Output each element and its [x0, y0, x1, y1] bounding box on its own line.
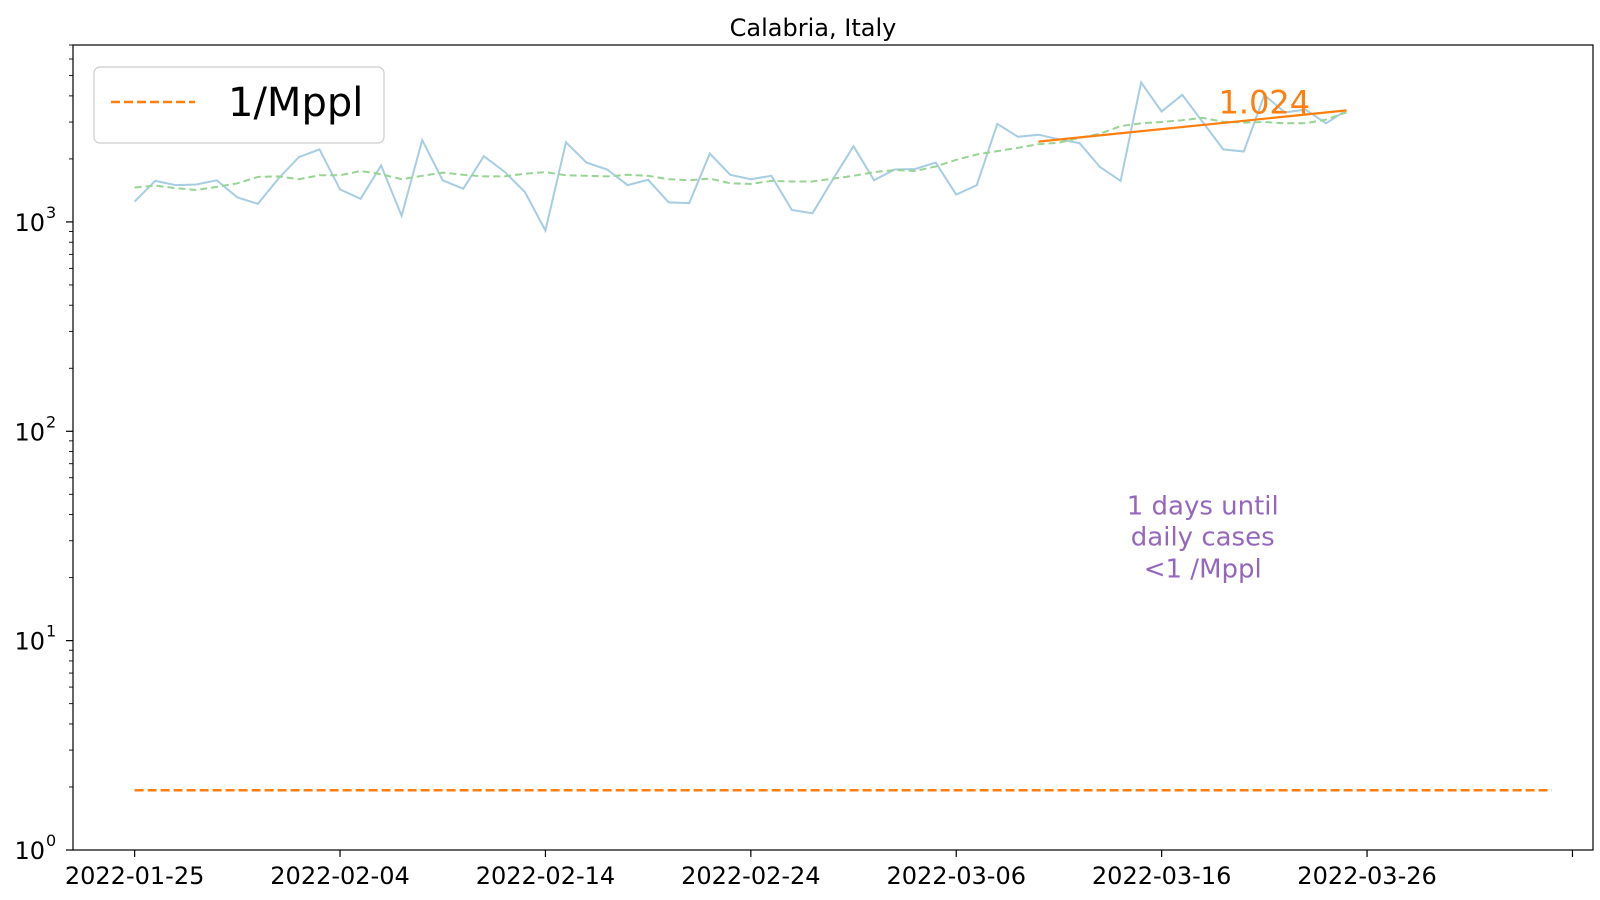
axes: 2022-01-25 2022-02-04 2022-02-14 2022-02-24…	[14, 44, 1574, 890]
x-tick-label: 2022-03-16	[1092, 862, 1231, 890]
x-tick-label: 2022-01-25	[65, 862, 204, 890]
y-tick-exponent: 2	[46, 412, 56, 431]
y-tick-label: 10	[14, 418, 45, 446]
legend-box	[93, 66, 385, 144]
x-tick-label: 2022-03-26	[1297, 862, 1436, 890]
y-tick-label: 10	[14, 837, 45, 865]
forecast-annotation-line: <1 /Mppl	[1144, 555, 1262, 585]
plot-area	[133, 79, 1552, 792]
y-tick-label: 10	[14, 209, 45, 237]
y-tick-exponent: 1	[46, 622, 56, 641]
x-tick-label: 2022-02-24	[681, 862, 820, 890]
x-tick-label: 2022-02-04	[270, 862, 409, 890]
growth-rate-label: 1.024	[1219, 83, 1311, 121]
forecast-annotation-line: 1 days until	[1127, 492, 1279, 522]
y-tick-exponent: 0	[46, 831, 56, 850]
x-tick-label: 2022-02-14	[476, 862, 615, 890]
legend: 1/Mppl	[93, 66, 385, 144]
y-tick-label: 10	[14, 628, 45, 656]
forecast-annotation-line: daily cases	[1131, 522, 1275, 552]
series-line-7-day-average	[134, 111, 1347, 192]
y-tick-exponent: 3	[46, 203, 56, 222]
chart-title: Calabria, Italy	[730, 14, 897, 42]
plot-frame	[72, 44, 1594, 851]
legend-label-1mppl: 1/Mppl	[228, 80, 363, 126]
series-line-trend	[1038, 109, 1347, 143]
x-tick-label: 2022-03-06	[887, 862, 1026, 890]
series-line-daily	[133, 79, 1348, 234]
